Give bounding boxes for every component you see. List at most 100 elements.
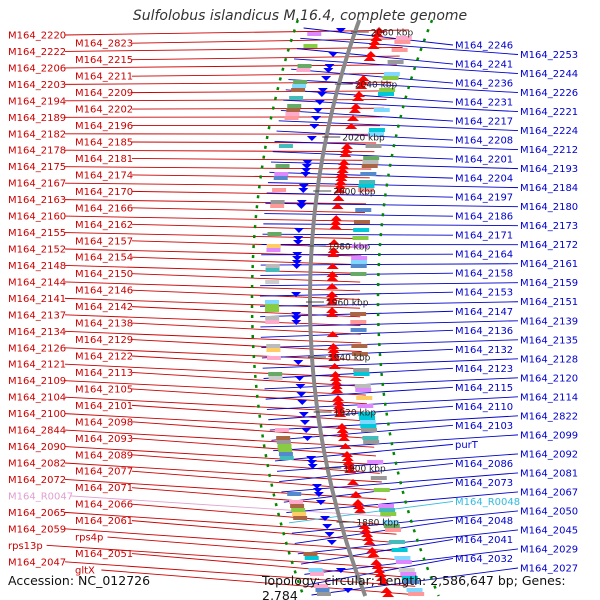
forward-gene-arrow (340, 147, 353, 153)
label-leader-line (131, 107, 385, 110)
label-leader-line (131, 339, 362, 353)
forward-gene-arrow (328, 363, 341, 369)
feature-block (383, 524, 400, 528)
feature-block (351, 352, 368, 356)
feature-block (356, 396, 373, 400)
feature-block (307, 32, 322, 36)
forward-gene-arrow (347, 115, 360, 121)
feature-block (353, 220, 370, 224)
gene-label: M164_2126 (8, 343, 66, 354)
forward-gene-arrow (326, 311, 339, 317)
forward-gene-arrow (361, 531, 374, 537)
gene-label: M164_2104 (8, 393, 66, 404)
gene-label: M164_2174 (75, 170, 133, 181)
reverse-gene-arrow (306, 460, 317, 465)
feature-tracks (265, 27, 425, 597)
reverse-gene-arrow (301, 164, 312, 169)
gene-label: M164_2204 (455, 174, 513, 185)
forward-gene-arrow (356, 79, 369, 85)
feature-block (394, 556, 411, 560)
gene-label: M164_2171 (455, 231, 513, 242)
reverse-gene-arrow (314, 100, 325, 105)
label-leader-line (131, 158, 373, 161)
label-leader-line (283, 481, 454, 503)
feature-block (394, 40, 411, 44)
forward-gene-arrow (363, 539, 376, 545)
gene-label: M164_2197 (455, 193, 513, 204)
label-leader-line (273, 434, 519, 452)
feature-block (353, 372, 370, 376)
forward-gene-arrow (326, 291, 339, 297)
gene-label: M164_2135 (520, 335, 578, 346)
reverse-gene-arrow (295, 384, 306, 389)
gene-label: M164_2202 (75, 105, 133, 116)
feature-block (266, 344, 281, 348)
gene-label: M164_2065 (8, 508, 66, 519)
gene-label: M164_2132 (455, 345, 513, 356)
reverse-gene-arrow (313, 492, 324, 497)
forward-gene-arrow (339, 151, 352, 157)
feature-block (388, 540, 405, 544)
forward-gene-arrow (327, 247, 340, 253)
gene-label: M164_2172 (520, 240, 578, 251)
forward-gene-arrow (326, 331, 339, 337)
gene-label: M164_2059 (8, 524, 66, 535)
feature-block (285, 112, 300, 116)
feature-block (368, 128, 385, 132)
feature-block (277, 444, 292, 448)
forward-gene-arrow (332, 395, 345, 401)
forward-gene-arrow (328, 239, 341, 245)
label-leader-line (263, 223, 519, 227)
forward-gene-arrow (331, 203, 344, 209)
feature-block (270, 204, 285, 208)
label-leader-line (131, 437, 376, 457)
feature-block (316, 592, 331, 596)
reverse-gene-arrow (299, 420, 310, 425)
forward-gene-arrow (331, 387, 344, 393)
feature-block (373, 108, 390, 112)
feature-block (286, 108, 301, 112)
reverse-gene-arrow (316, 92, 327, 97)
gene-labels: M164_2220 M164_2823 M164_2222 M164_2215 M164… (8, 31, 578, 577)
reverse-gene-arrow (312, 108, 323, 113)
gene-label: M164_2077 (75, 467, 133, 478)
reverse-gene-arrow (302, 436, 313, 441)
forward-gene-arrow (359, 527, 372, 533)
feature-block (382, 520, 399, 524)
gene-label: M164_2121 (8, 360, 66, 371)
label-leader-line (266, 396, 519, 410)
scale-label: 2060 kbp (371, 29, 414, 39)
feature-block (272, 188, 287, 192)
feature-block (350, 264, 367, 268)
label-leader-line (274, 140, 519, 151)
reverse-gene-arrow (298, 188, 309, 193)
reverse-gene-arrow (291, 292, 302, 297)
gene-label: M164_2113 (75, 368, 133, 379)
feature-block (360, 172, 377, 176)
label-leader-line (264, 213, 454, 217)
gene-label: M164_2047 (8, 557, 66, 568)
gene-label: M164_2208 (455, 136, 513, 147)
gene-label: M164_2110 (455, 402, 513, 413)
label-leader-line (291, 68, 454, 84)
feature-block (403, 580, 420, 584)
feature-block (353, 228, 370, 232)
label-leader-line (288, 500, 454, 524)
gene-label: M164_2161 (520, 259, 578, 270)
feature-block (370, 476, 387, 480)
label-leader-line (64, 64, 397, 69)
reverse-gene-arrow (298, 184, 309, 189)
feature-block (309, 572, 324, 576)
forward-gene-arrow (330, 215, 343, 221)
gene-label: M164_2159 (520, 278, 578, 289)
gene-label: M164_2048 (455, 516, 513, 527)
gene-label: M164_2082 (8, 459, 66, 470)
forward-gene-arrow (370, 559, 383, 565)
feature-block (395, 36, 412, 40)
label-leader-line (261, 253, 454, 256)
feature-block (361, 428, 378, 432)
gene-label: M164_2061 (75, 516, 133, 527)
reverse-gene-arrow (312, 488, 323, 493)
forward-gene-arrow (363, 55, 376, 61)
forward-gene-arrow (341, 143, 354, 149)
